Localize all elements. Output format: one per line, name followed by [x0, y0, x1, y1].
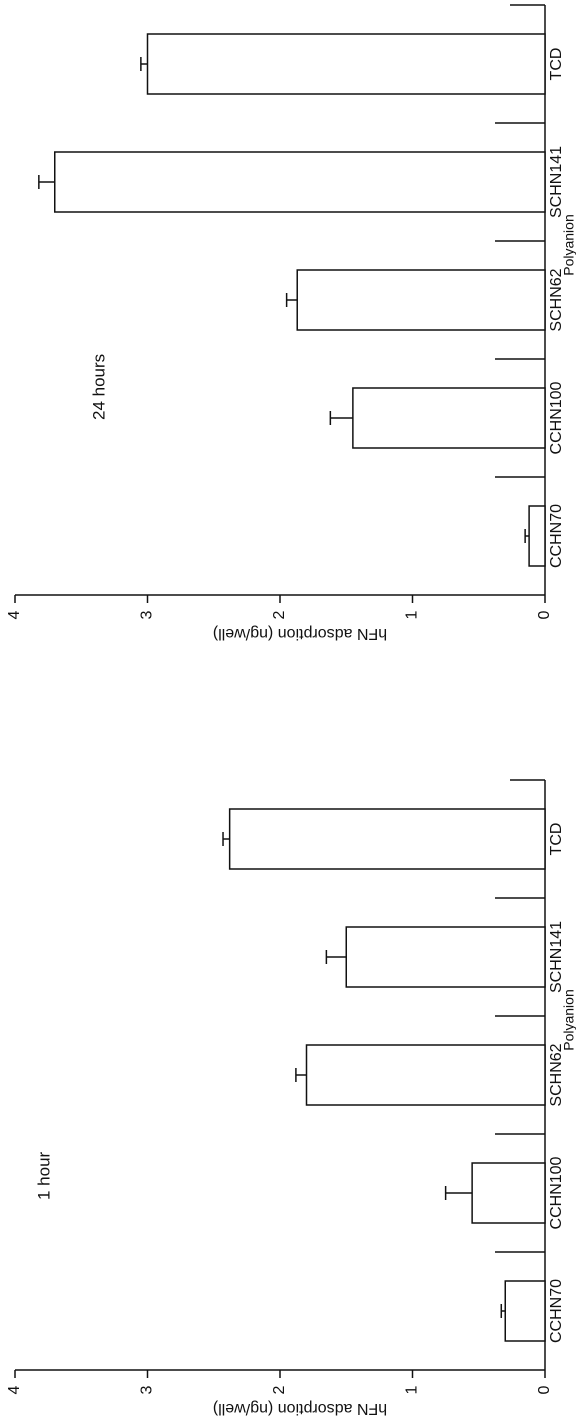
- bar: [296, 269, 546, 331]
- panel-1h: 0 1 2 3 4 hFN adsorption (ng/well) CCHN70 CCHN1…: [6, 779, 576, 1417]
- panel-24h: 0 1 2 3 4 hFN adsorption (ng/well) CCHN70 CCHN1…: [6, 4, 576, 642]
- y-axis-label: hFN adsorption (ng/well): [213, 625, 387, 642]
- y-tick-label: 3: [139, 610, 156, 619]
- x-tick-label: CCHN70: [548, 504, 565, 568]
- y-tick-label: 1: [404, 610, 421, 619]
- bar: [228, 808, 546, 870]
- y-tick-label: 2: [271, 610, 288, 619]
- bar: [528, 505, 546, 567]
- y-tick-label: 3: [139, 1385, 156, 1394]
- x-tick-label: SCHN62: [548, 1043, 565, 1106]
- y-tick-label: 4: [6, 1385, 23, 1394]
- x-tick-label: CCHN100: [548, 381, 565, 454]
- y-axis-label: hFN adsorption (ng/well): [213, 1400, 387, 1417]
- bar: [504, 1280, 546, 1342]
- y-tick-label: 1: [404, 1385, 421, 1394]
- x-tick-label: TCD: [548, 823, 565, 856]
- bar: [305, 1044, 546, 1106]
- bar: [352, 387, 546, 449]
- bar: [54, 151, 546, 213]
- y-tick-label: 2: [271, 1385, 288, 1394]
- panel-title: 1 hour: [34, 1151, 53, 1200]
- x-tick-label: CCHN70: [548, 1279, 565, 1343]
- x-tick-label: SCHN62: [548, 268, 565, 331]
- x-tick-label: SCHN141: [548, 921, 565, 993]
- y-tick-label: 0: [536, 1385, 553, 1394]
- x-tick-label: CCHN100: [548, 1156, 565, 1229]
- bar: [146, 33, 546, 95]
- bar: [471, 1162, 546, 1224]
- x-tick-label: TCD: [548, 48, 565, 81]
- x-axis-label: Polyanion: [561, 989, 576, 1051]
- y-tick-label: 0: [536, 610, 553, 619]
- y-tick-label: 4: [6, 610, 23, 619]
- panel-title: 24 hours: [89, 354, 108, 420]
- x-axis-label: Polyanion: [561, 214, 576, 276]
- bar: [345, 926, 546, 988]
- x-tick-label: SCHN141: [548, 146, 565, 218]
